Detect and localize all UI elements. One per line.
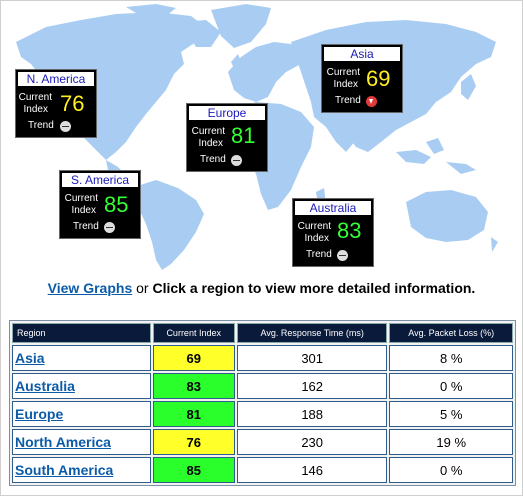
or-text: or: [136, 280, 149, 296]
region-link-asia[interactable]: Asia: [15, 350, 45, 366]
tile-north-america[interactable]: N. America Current Index 76 Trend: [15, 69, 97, 138]
table-row: Europe 81 188 5 %: [12, 401, 513, 427]
region-link-europe[interactable]: Europe: [15, 406, 64, 422]
tile-index-label: Index: [23, 104, 48, 115]
response-cell: 146: [236, 457, 388, 483]
index-cell: 76: [152, 429, 235, 455]
tile-current-label: Current: [326, 67, 360, 78]
neutral-trend-icon: [104, 222, 115, 233]
map-europe: [228, 42, 306, 102]
loss-cell: 0 %: [389, 373, 513, 399]
tile-index-label: Index: [71, 205, 96, 216]
map-australia: [406, 190, 488, 242]
tile-south-america[interactable]: S. America Current Index 85 Trend: [59, 170, 141, 239]
tile-trend-label: Trend: [73, 221, 99, 232]
table-row: North America 76 230 19 %: [12, 429, 513, 455]
index-cell: 69: [152, 345, 235, 371]
neutral-trend-icon: [337, 250, 348, 261]
response-cell: 162: [236, 373, 388, 399]
map-north-america: [16, 12, 206, 160]
table-row: Asia 69 301 8 %: [12, 345, 513, 371]
view-graphs-link[interactable]: View Graphs: [47, 280, 133, 296]
tile-current-label: Current: [191, 126, 225, 137]
table-header-row: Region Current Index Avg. Response Time …: [12, 323, 513, 343]
tile-asia-title: Asia: [324, 47, 400, 61]
tile-index-value: 76: [60, 91, 85, 116]
loss-cell: 5 %: [389, 401, 513, 427]
tile-index-value: 69: [366, 66, 391, 91]
region-link-south-america[interactable]: South America: [15, 462, 114, 478]
index-cell: 81: [152, 401, 235, 427]
tile-index-value: 85: [104, 192, 129, 217]
tile-australia[interactable]: Australia Current Index 83 Trend: [292, 198, 374, 267]
tile-index-value: 83: [337, 218, 362, 243]
response-cell: 188: [236, 401, 388, 427]
tile-trend-label: Trend: [200, 154, 226, 165]
tile-trend-label: Trend: [28, 120, 54, 131]
tile-australia-title: Australia: [295, 201, 371, 215]
tile-index-label: Index: [304, 233, 329, 244]
index-cell: 85: [152, 457, 235, 483]
index-cell: 83: [152, 373, 235, 399]
tile-index-label: Index: [198, 138, 223, 149]
loss-cell: 0 %: [389, 457, 513, 483]
region-table: Region Current Index Avg. Response Time …: [9, 320, 516, 486]
header-packet-loss: Avg. Packet Loss (%): [389, 323, 513, 343]
neutral-trend-icon: [60, 121, 71, 132]
region-link-australia[interactable]: Australia: [15, 378, 75, 394]
tile-trend-label: Trend: [306, 249, 332, 260]
instruction-text: Click a region to view more detailed inf…: [152, 280, 476, 296]
tile-north-america-title: N. America: [18, 72, 94, 86]
loss-cell: 19 %: [389, 429, 513, 455]
map-greenland: [211, 4, 271, 48]
table-row: South America 85 146 0 %: [12, 457, 513, 483]
header-region: Region: [12, 323, 151, 343]
tile-trend-label: Trend: [335, 95, 361, 106]
down-trend-icon: [366, 96, 377, 107]
response-cell: 301: [236, 345, 388, 371]
loss-cell: 8 %: [389, 345, 513, 371]
tile-current-label: Current: [18, 92, 52, 103]
response-cell: 230: [236, 429, 388, 455]
tile-index-value: 81: [231, 123, 256, 148]
tile-index-label: Index: [333, 79, 358, 90]
header-response-time: Avg. Response Time (ms): [236, 323, 388, 343]
instruction-line: View Graphs or Click a region to view mo…: [0, 280, 523, 296]
tile-asia[interactable]: Asia Current Index 69 Trend: [321, 44, 403, 113]
tile-current-label: Current: [297, 221, 331, 232]
table-row: Australia 83 162 0 %: [12, 373, 513, 399]
region-link-north-america[interactable]: North America: [15, 434, 111, 450]
tile-current-label: Current: [64, 193, 98, 204]
tile-europe[interactable]: Europe Current Index 81 Trend: [186, 103, 268, 172]
header-current-index: Current Index: [152, 323, 235, 343]
tile-south-america-title: S. America: [62, 173, 138, 187]
tile-europe-title: Europe: [189, 106, 265, 120]
map-south-america: [134, 180, 204, 270]
neutral-trend-icon: [231, 155, 242, 166]
